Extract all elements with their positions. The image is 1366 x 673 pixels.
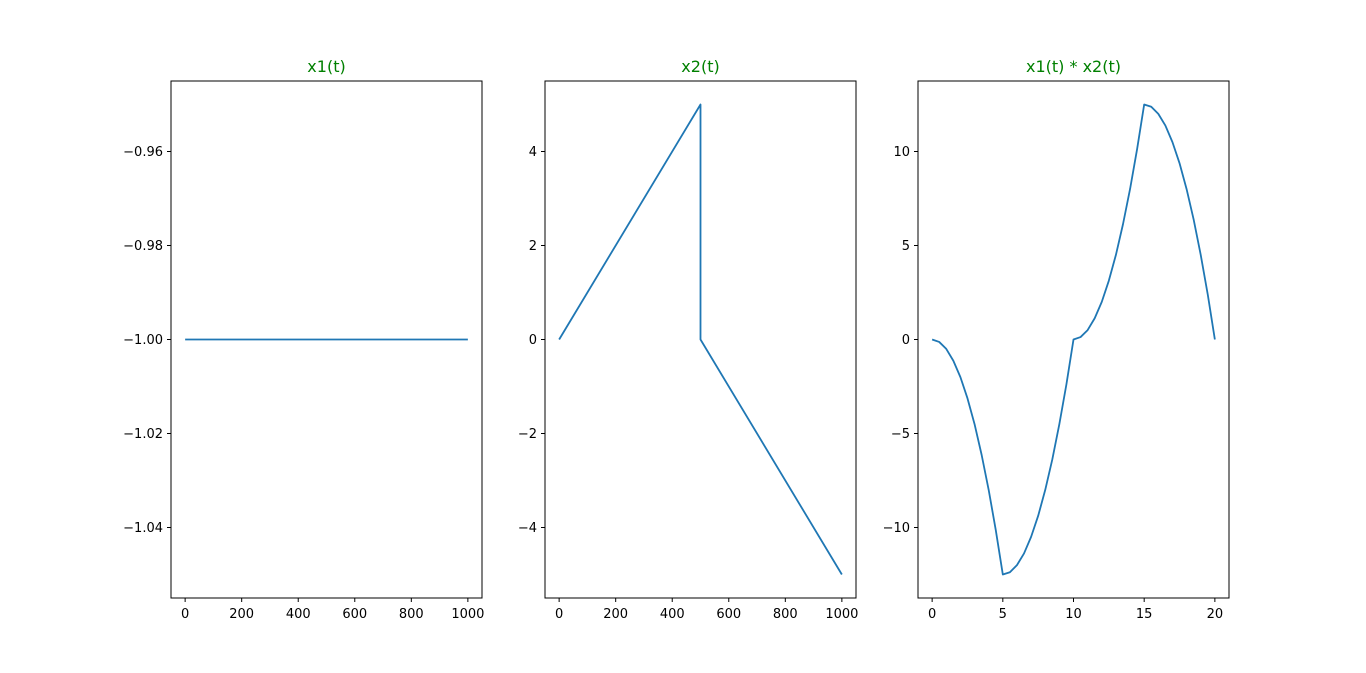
panel-x2-ytick-label-2: 0	[529, 333, 537, 348]
panel-x2-ytick-label-0: 4	[529, 145, 537, 160]
panel-x1: x1(t) 0 200 400 600 800 1000 −0.96 −0.98 −1.00 −1…	[123, 57, 484, 622]
panel-x1-xtick-label-1: 200	[229, 607, 254, 622]
panel-product-xtick-label-1: 5	[999, 607, 1007, 622]
panel-product-xtick-label-0: 0	[928, 607, 936, 622]
panel-x2: x2(t) 0 200 400 600 800 1000 4 2 0 −2 −4	[518, 57, 859, 622]
panel-x2-title: x2(t)	[681, 57, 719, 76]
panel-x1-xtick-label-3: 600	[342, 607, 367, 622]
panel-product-ytick-label-3: −5	[891, 427, 910, 442]
panel-x2-ytick-label-4: −4	[518, 521, 537, 536]
panel-x2-xtick-label-3: 600	[716, 607, 741, 622]
panel-x1-ytick-label-4: −1.04	[123, 521, 163, 536]
panel-x1-ytick-label-3: −1.02	[123, 427, 163, 442]
panel-product: x1(t) * x2(t) 0 5 10 15 20 10 5 0 −5 −10	[883, 57, 1230, 622]
panel-x1-xtick-label-2: 400	[286, 607, 311, 622]
panel-x1-xtick-label-0: 0	[181, 607, 189, 622]
panel-product-ytick-label-4: −10	[883, 521, 910, 536]
panel-x1-title: x1(t)	[307, 57, 345, 76]
panel-product-ytick-label-2: 0	[902, 333, 910, 348]
panel-product-xtick-label-3: 15	[1136, 607, 1153, 622]
panel-x2-xtick-label-4: 800	[773, 607, 798, 622]
panel-x2-xtick-label-0: 0	[555, 607, 563, 622]
panel-x2-xtick-label-1: 200	[603, 607, 628, 622]
panel-product-series-line-0	[931, 103, 1216, 576]
panel-product-ytick-label-0: 10	[893, 145, 910, 160]
panel-product-title: x1(t) * x2(t)	[1026, 57, 1121, 76]
panel-product-xtick-label-2: 10	[1065, 607, 1082, 622]
panel-x2-xtick-label-5: 1000	[825, 607, 858, 622]
panel-x2-series-line-0	[558, 103, 843, 575]
panel-x1-xtick-label-4: 800	[399, 607, 424, 622]
panel-x2-ytick-label-3: −2	[518, 427, 537, 442]
panel-product-ytick-label-1: 5	[902, 239, 910, 254]
panel-x1-ytick-label-0: −0.96	[123, 145, 163, 160]
panel-x2-ytick-label-1: 2	[529, 239, 537, 254]
panel-x1-xtick-label-5: 1000	[451, 607, 484, 622]
panel-x2-xtick-label-2: 400	[660, 607, 685, 622]
panel-x1-ytick-label-1: −0.98	[123, 239, 163, 254]
panel-product-xtick-label-4: 20	[1207, 607, 1224, 622]
panel-x1-ytick-label-2: −1.00	[123, 333, 163, 348]
